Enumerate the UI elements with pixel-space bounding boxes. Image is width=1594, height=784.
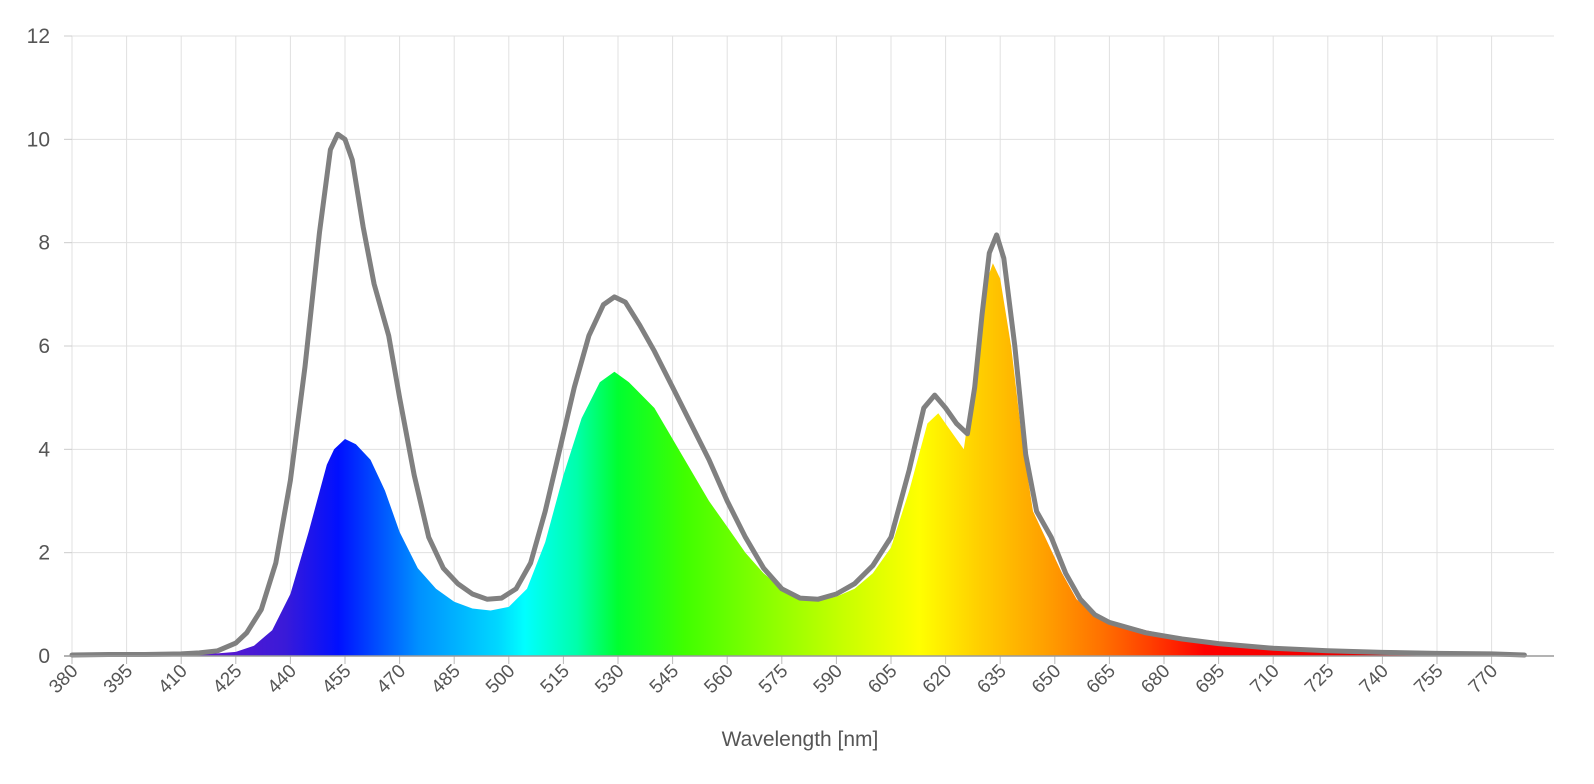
- x-tick-label: 395: [100, 661, 137, 698]
- x-tick-label: 740: [1356, 661, 1393, 698]
- y-tick-label: 6: [38, 335, 50, 358]
- x-tick-label: 710: [1246, 661, 1283, 698]
- y-axis-ticks: 0 2 4 6 8 10 12: [27, 25, 72, 668]
- x-tick-label: 755: [1410, 661, 1447, 698]
- x-tick-label: 575: [755, 661, 792, 698]
- x-tick-label: 380: [45, 661, 82, 698]
- x-tick-label: 500: [482, 661, 519, 698]
- y-tick-label: 0: [38, 645, 50, 668]
- x-tick-label: 515: [537, 661, 574, 698]
- y-tick-label: 4: [38, 438, 50, 461]
- spectrum-outline-line: [69, 131, 1527, 658]
- grid-lines: [71, 35, 1554, 657]
- x-axis-ticks: 380 395 410 425 440 455 470 485 500 515 530 545 560 5…: [45, 656, 1502, 698]
- x-tick-label: 695: [1192, 661, 1229, 698]
- x-tick-label: 635: [973, 661, 1010, 698]
- x-tick-label: 665: [1083, 661, 1120, 698]
- x-tick-label: 455: [318, 661, 355, 698]
- spectrum-fill-area: [72, 263, 1525, 656]
- x-tick-label: 425: [209, 661, 246, 698]
- x-tick-label: 530: [591, 661, 628, 698]
- x-tick-label: 590: [810, 661, 847, 698]
- x-tick-label: 440: [264, 661, 301, 698]
- x-tick-label: 620: [919, 661, 956, 698]
- x-tick-label: 770: [1465, 661, 1502, 698]
- x-tick-label: 725: [1301, 661, 1338, 698]
- x-tick-label: 560: [700, 661, 737, 698]
- x-axis-title: Wavelength [nm]: [722, 728, 879, 751]
- x-tick-label: 485: [427, 661, 464, 698]
- x-tick-label: 605: [864, 661, 901, 698]
- x-tick-label: 680: [1137, 661, 1174, 698]
- y-tick-label: 10: [27, 128, 50, 151]
- y-tick-label: 12: [27, 25, 50, 48]
- x-tick-label: 470: [373, 661, 410, 698]
- x-tick-label: 545: [646, 661, 683, 698]
- x-tick-label: 650: [1028, 661, 1065, 698]
- x-tick-label: 410: [154, 661, 191, 698]
- y-tick-label: 2: [38, 542, 50, 565]
- y-tick-label: 8: [38, 232, 50, 255]
